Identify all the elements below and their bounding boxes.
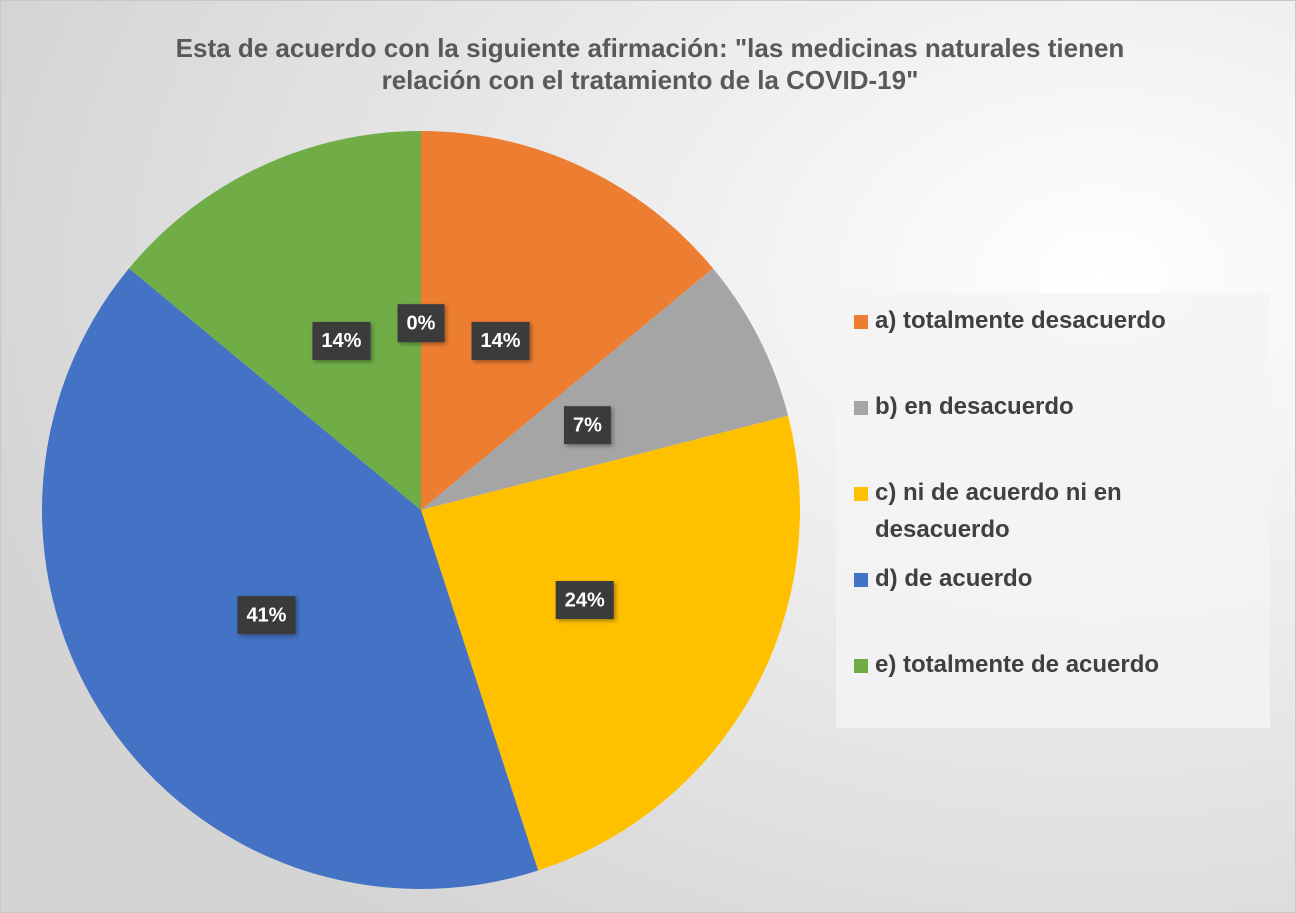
data-label: 0% [407,312,436,334]
data-label: 7% [573,414,602,436]
text-line: b) en desacuerdo [875,393,1074,420]
data-label-box [555,581,614,620]
pie-slice [421,268,789,510]
data-label-box [471,321,530,360]
legend-swatch [854,401,868,415]
data-label: 41% [246,604,286,626]
text-line: Esta de acuerdo con la siguiente afirmac… [176,33,1125,63]
data-label: 24% [565,589,605,611]
legend-label: c) ni de acuerdo ni en desacuerdo [875,479,1122,543]
data-label: 14% [481,330,521,352]
legend-label: d) de acuerdo [875,565,1032,592]
text-line: desacuerdo [875,516,1010,543]
text-line: a) totalmente desacuerdo [875,307,1166,334]
legend-label: e) totalmente de acuerdo [875,651,1159,678]
pie-slice [41,268,539,889]
data-label-box [397,304,445,343]
pie-slice [128,131,422,510]
text-line: d) de acuerdo [875,565,1032,592]
legend-label: a) totalmente desacuerdo [875,307,1166,334]
data-label-box [312,321,371,360]
text-line: e) totalmente de acuerdo [875,651,1159,678]
pie-slice [421,131,714,510]
text-line: relación con el tratamiento de la COVID-… [382,65,919,95]
data-label: 14% [321,330,361,352]
text-line: c) ni de acuerdo ni en [875,479,1122,506]
legend-swatch [854,573,868,587]
data-label-box [237,596,296,635]
legend-swatch [854,487,868,501]
legend-swatch [854,315,868,329]
legend-box [836,293,1270,728]
pie-slice [421,415,801,871]
slices [41,131,801,889]
legend-swatch [854,659,868,673]
data-label-box [564,406,611,445]
legend-label: b) en desacuerdo [875,393,1074,420]
chart-title: Esta de acuerdo con la siguiente afirmac… [176,33,1125,95]
